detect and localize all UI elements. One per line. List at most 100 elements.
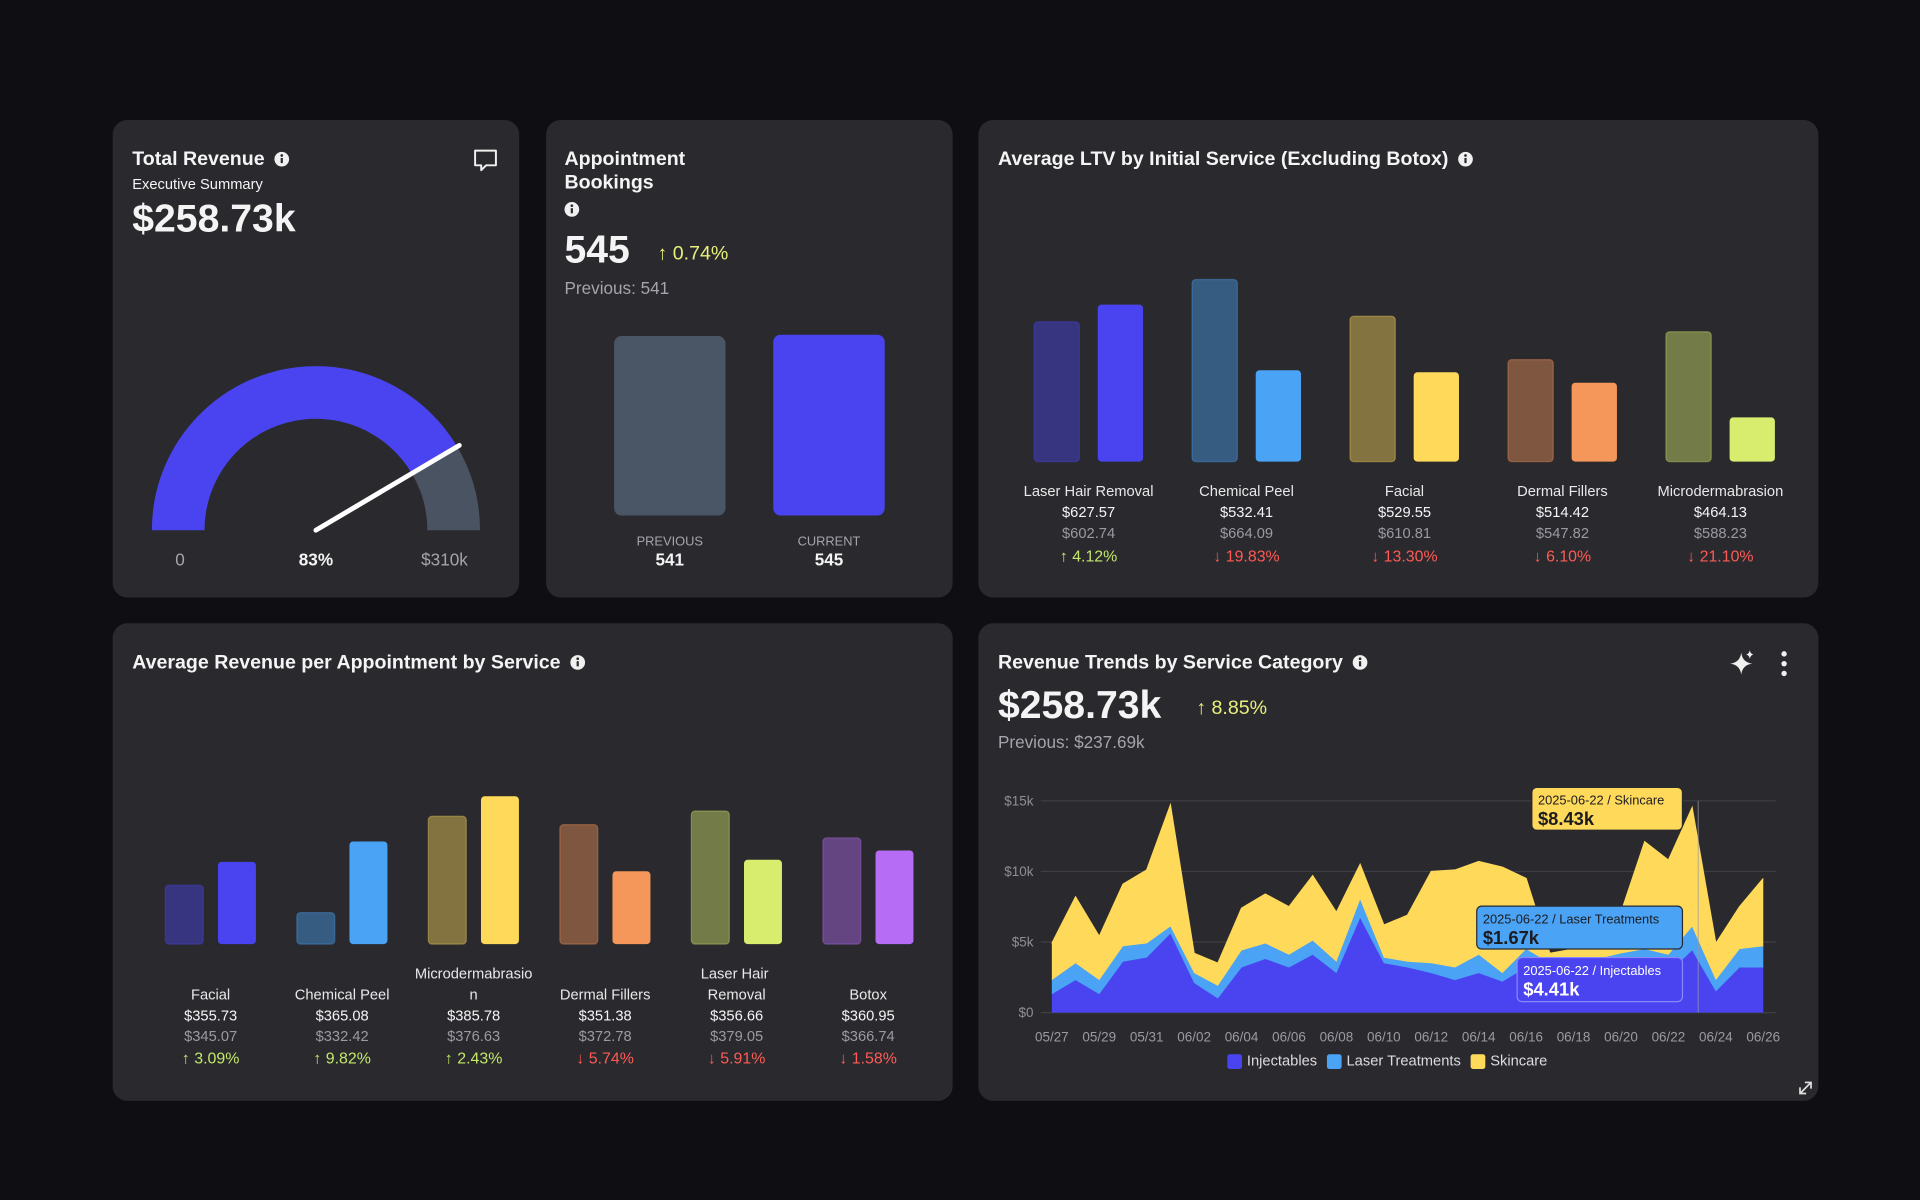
x-tick-label: 06/14 — [1462, 1030, 1496, 1045]
card-title: Average LTV by Initial Service (Excludin… — [998, 148, 1448, 170]
x-tick-label: 06/04 — [1225, 1030, 1259, 1045]
x-tick-label: 06/20 — [1604, 1030, 1638, 1045]
legend-label: Injectables — [1247, 1054, 1317, 1070]
change-label: ↑ 3.09% — [182, 1051, 239, 1068]
previous-label: $588.23 — [1694, 526, 1747, 542]
tooltip-label: 2025-06-22 / Skincare — [1538, 793, 1664, 808]
previous-label: $332.42 — [316, 1029, 369, 1045]
x-tick-label: 06/18 — [1557, 1030, 1591, 1045]
x-tick-label: Facial — [1385, 484, 1424, 500]
value-label: $532.41 — [1220, 505, 1273, 521]
change-label: ↓ 21.10% — [1687, 549, 1753, 566]
info-icon[interactable] — [1352, 655, 1368, 670]
bar — [217, 861, 256, 945]
value-label: $529.55 — [1378, 505, 1431, 521]
gauge-value-label: 83% — [299, 550, 333, 570]
text-line: n — [470, 988, 478, 1004]
bar — [1097, 304, 1144, 462]
x-tick-label: Microdermabrasion — [1658, 484, 1784, 500]
gauge-max-label: $310k — [421, 550, 468, 570]
bar — [612, 871, 651, 945]
y-tick-label: $10k — [1004, 864, 1033, 879]
value-label: $355.73 — [184, 1008, 237, 1024]
legend-label: Laser Treatments — [1347, 1054, 1461, 1070]
x-tick-label: 05/27 — [1035, 1030, 1069, 1045]
info-icon[interactable] — [1458, 151, 1473, 167]
previous-label: $610.81 — [1378, 526, 1431, 542]
info-icon[interactable] — [564, 202, 580, 217]
previous-bar — [1507, 359, 1554, 463]
previous-bar — [296, 912, 336, 945]
value-label: $356.66 — [710, 1008, 763, 1024]
card-title: Average Revenue per Appointment by Servi… — [132, 651, 560, 673]
value-label: $514.42 — [1536, 505, 1589, 521]
info-stem — [1358, 661, 1362, 667]
bar — [1571, 382, 1617, 462]
tooltip-value: $8.43k — [1538, 808, 1595, 829]
value-label: 545 — [815, 550, 844, 570]
bar — [1255, 370, 1302, 462]
x-tick-label: Laser Hair Removal — [1024, 484, 1154, 500]
previous-bar — [1191, 278, 1238, 463]
kpi-value: 545 — [564, 228, 629, 271]
bar — [773, 334, 885, 516]
previous-label: $366.74 — [842, 1029, 895, 1045]
y-tick-label: $5k — [1012, 935, 1034, 950]
gauge-min-label: 0 — [175, 550, 185, 570]
previous-label: $664.09 — [1220, 526, 1273, 542]
gauge-track — [411, 446, 480, 531]
previous-bar — [427, 815, 467, 945]
subtitle: Executive Summary — [132, 177, 263, 193]
legend-swatch — [1470, 1054, 1486, 1069]
bar — [614, 336, 726, 516]
y-tick-label: $15k — [1004, 793, 1033, 808]
kpi-change: ↑ 0.74% — [658, 242, 729, 264]
ai-icon[interactable] — [1730, 650, 1754, 675]
card — [112, 623, 953, 1101]
text-line: Laser Hair — [701, 967, 773, 983]
x-tick-label: Dermal Fillers — [1517, 484, 1608, 500]
previous-bar — [559, 824, 599, 945]
tooltip — [1531, 786, 1684, 831]
x-tick-label: 06/08 — [1320, 1030, 1354, 1045]
value-label: 541 — [656, 550, 685, 570]
bar — [1729, 417, 1775, 462]
x-tick-label: 06/22 — [1652, 1030, 1686, 1045]
text-line: Bookings — [564, 171, 653, 193]
previous-label: $345.07 — [184, 1029, 237, 1045]
info-stem — [576, 661, 579, 667]
previous-label: $376.63 — [447, 1029, 500, 1045]
legend-swatch — [1326, 1054, 1342, 1069]
tooltip-value: $4.41k — [1523, 978, 1580, 999]
text-line: Microdermabrasio — [415, 967, 533, 983]
gauge-needle — [313, 442, 462, 533]
x-tick-label: PREVIOUS — [637, 534, 703, 549]
x-tick-label: Chemical Peel — [1199, 484, 1294, 500]
change-label: ↓ 1.58% — [839, 1051, 896, 1068]
menu-dot — [1781, 651, 1787, 657]
x-tick-label: CURRENT — [798, 534, 861, 549]
text-line: Appointment — [564, 148, 690, 170]
y-tick-label: $0 — [1019, 1005, 1034, 1020]
x-tick-label: Botox — [849, 988, 887, 1004]
info-dot — [570, 204, 574, 208]
value-label: $627.57 — [1062, 505, 1115, 521]
previous-bar — [1665, 331, 1712, 463]
x-tick-label: 06/24 — [1699, 1030, 1733, 1045]
change-label: ↓ 5.91% — [708, 1051, 765, 1068]
comment-icon[interactable] — [474, 149, 497, 172]
info-icon[interactable] — [274, 151, 290, 167]
menu-icon[interactable] — [1781, 651, 1787, 677]
info-icon[interactable] — [570, 655, 586, 670]
info-dot — [1358, 657, 1362, 661]
bar — [1413, 372, 1459, 462]
x-tick-label: Laser Hair Removal — [701, 967, 773, 1004]
x-tick-label: Chemical Peel — [295, 988, 390, 1004]
value-label: $365.08 — [316, 1008, 369, 1024]
x-tick-label: 06/26 — [1746, 1030, 1780, 1045]
expand-icon[interactable] — [1799, 1081, 1812, 1095]
kpi-value: $258.73k — [998, 684, 1162, 727]
previous-label: $547.82 — [1536, 526, 1589, 542]
tooltip-value: $1.67k — [1483, 927, 1540, 948]
